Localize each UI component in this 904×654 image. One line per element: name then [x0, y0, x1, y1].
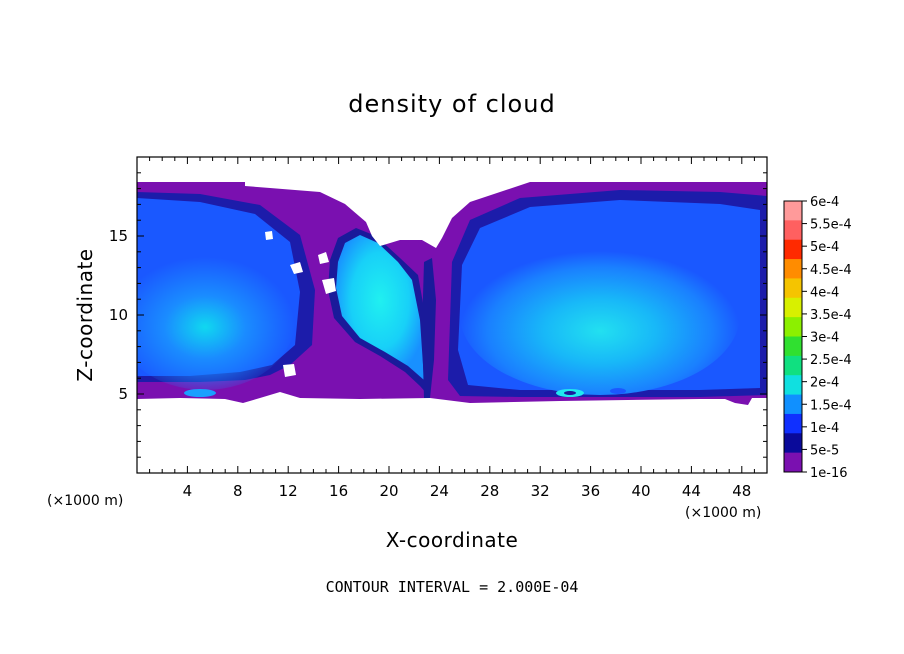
- central-column: [422, 258, 436, 398]
- colorbar-label: 3e-4: [810, 331, 839, 346]
- x-tick-label: 32: [531, 482, 550, 500]
- y-axis-label: Z-coordinate: [73, 248, 97, 381]
- colorbar-swatch: [784, 297, 802, 318]
- x-tick-labels: 4 8 12 16 20 24 28 32 36 40 44 48: [183, 482, 752, 500]
- chart-title: density of cloud: [348, 90, 555, 118]
- x-tick-label: 12: [279, 482, 298, 500]
- colorbar-swatch: [784, 239, 802, 260]
- y-tick-label: 15: [109, 227, 128, 245]
- colorbar-swatch: [784, 355, 802, 376]
- contour-interval-note: CONTOUR INTERVAL = 2.000E-04: [326, 578, 579, 596]
- west-cell-core: [137, 250, 295, 390]
- colorbar-label: 1.5e-4: [810, 398, 852, 413]
- colorbar-swatch: [784, 413, 802, 434]
- colorbar-swatch: [784, 220, 802, 241]
- low-hotspot-east-2: [610, 388, 626, 394]
- colorbar-swatch: [784, 394, 802, 415]
- colorbar-swatch: [784, 201, 802, 221]
- colorbar-label: 5e-5: [810, 443, 839, 458]
- colorbar-label: 2.5e-4: [810, 353, 852, 368]
- x-axis-label: X-coordinate: [386, 528, 519, 552]
- colorbar-swatch: [784, 317, 802, 337]
- colorbar-swatch: [784, 259, 802, 279]
- x-tick-label: 36: [581, 482, 600, 500]
- colorbar-label: 4.5e-4: [810, 263, 852, 278]
- x-tick-label: 24: [430, 482, 449, 500]
- upper-gap: [245, 170, 536, 248]
- east-dome-core: [460, 235, 740, 395]
- colorbar-label: 5e-4: [810, 240, 839, 255]
- colorbar-label: 2e-4: [810, 376, 839, 391]
- contour-field: [137, 170, 767, 405]
- colorbar-label: 4e-4: [810, 285, 839, 300]
- colorbar-swatch: [784, 433, 802, 454]
- y-axis-unit: (×1000 m): [47, 493, 123, 509]
- colorbar: 6e-4 5.5e-4 5e-4 4.5e-4 4e-4 3.5e-4 3e-4 2.5e-4…: [783, 195, 852, 481]
- low-hotspot-west: [184, 389, 216, 397]
- y-tick-labels: 5 10 15: [109, 227, 128, 403]
- axis-ticks: [137, 157, 767, 473]
- colorbar-swatch: [784, 375, 802, 395]
- colorbar-label: 6e-4: [810, 195, 839, 210]
- colorbar-swatch: [784, 452, 802, 473]
- y-tick-label: 10: [109, 306, 128, 324]
- x-tick-label: 20: [379, 482, 398, 500]
- colorbar-label: 1e-4: [810, 421, 839, 436]
- colorbar-label: 3.5e-4: [810, 308, 852, 323]
- x-tick-label: 16: [329, 482, 348, 500]
- x-tick-label: 44: [682, 482, 701, 500]
- x-tick-label: 4: [183, 482, 193, 500]
- x-axis-unit: (×1000 m): [685, 505, 761, 521]
- updraft-core: [336, 235, 424, 380]
- low-hotspot-east-ring: [564, 391, 576, 395]
- y-tick-label: 5: [118, 385, 128, 403]
- x-tick-label: 40: [631, 482, 650, 500]
- colorbar-label: 1e-16: [810, 466, 848, 481]
- colorbar-swatch: [784, 278, 802, 299]
- x-tick-label: 8: [233, 482, 243, 500]
- x-tick-label: 28: [480, 482, 499, 500]
- x-tick-label: 48: [732, 482, 751, 500]
- colorbar-label: 5.5e-4: [810, 218, 852, 233]
- colorbar-swatch: [784, 336, 802, 357]
